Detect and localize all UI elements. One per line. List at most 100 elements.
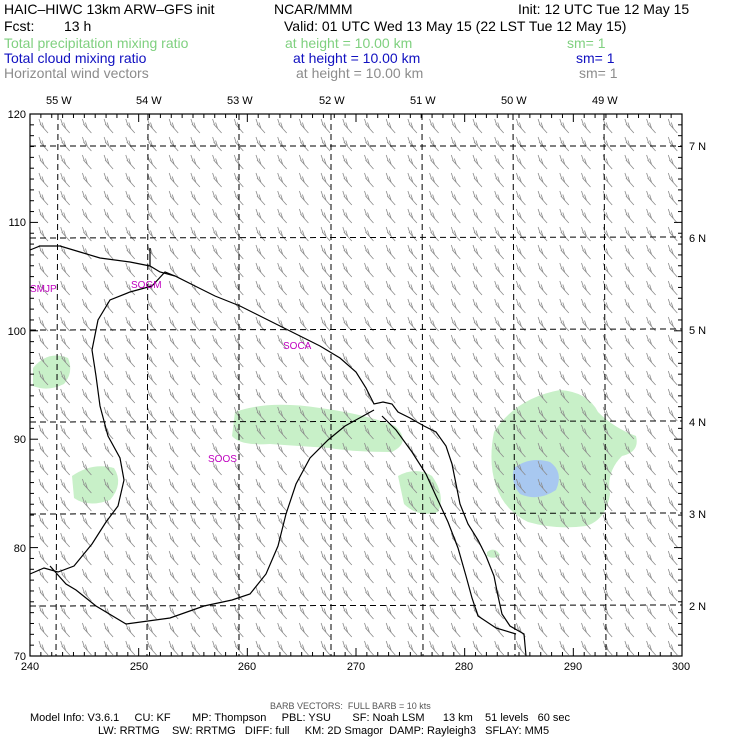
- wind-barb: [255, 406, 266, 422]
- wind-barb: [190, 568, 201, 584]
- coastline: [29, 245, 527, 657]
- wind-barb: [320, 604, 331, 620]
- coastline-borders: [29, 245, 527, 657]
- wind-barb: [125, 334, 136, 350]
- wind-barb: [190, 352, 201, 368]
- wind-barb: [320, 190, 331, 206]
- wind-barb: [450, 262, 461, 278]
- wind-barb: [429, 298, 439, 314]
- wind-barb: [82, 424, 92, 440]
- wind-barb: [364, 244, 374, 260]
- wind-barb: [60, 550, 70, 566]
- parallel-3n: [29, 512, 683, 515]
- wind-barb: [125, 442, 136, 458]
- wind-barb: [60, 568, 70, 584]
- wind-barb: [667, 586, 678, 602]
- wind-barb: [38, 478, 49, 494]
- wind-barb: [494, 388, 504, 404]
- wind-barb: [559, 424, 570, 440]
- wind-barb: [646, 352, 656, 368]
- wind-barb: [82, 118, 92, 134]
- wind-barb: [299, 406, 309, 422]
- wind-barb: [212, 244, 222, 260]
- wind-barb: [537, 118, 548, 134]
- wind-barb: [60, 640, 70, 656]
- field-sm-wind: sm= 1: [579, 65, 618, 81]
- wind-barb: [667, 388, 678, 404]
- wind-barb: [516, 352, 526, 368]
- wind-barb: [212, 154, 222, 170]
- wind-barb: [646, 442, 656, 458]
- wind-barb: [255, 172, 266, 188]
- wind-barb: [125, 154, 136, 170]
- wind-barb: [364, 442, 374, 458]
- wind-barb: [103, 532, 114, 548]
- wind-barb: [82, 190, 92, 206]
- wind-barb: [168, 280, 179, 296]
- wind-barb: [38, 244, 49, 260]
- wind-barb: [646, 226, 656, 242]
- lon-label-53w: 53 W: [227, 95, 253, 107]
- wind-barb: [255, 244, 266, 260]
- wind-barb: [537, 550, 548, 566]
- wind-barb: [320, 622, 331, 638]
- wind-barb: [190, 514, 201, 530]
- wind-barb: [299, 118, 309, 134]
- wind-barb: [537, 172, 548, 188]
- field-name-precip: Total precipitation mixing ratio: [4, 35, 189, 51]
- wind-barb: [624, 640, 635, 656]
- wind-barb: [82, 280, 92, 296]
- wind-barb: [429, 496, 439, 512]
- wind-barb: [38, 532, 49, 548]
- wind-barb: [60, 442, 70, 458]
- wind-barb: [103, 370, 114, 386]
- wind-barb: [190, 190, 201, 206]
- wind-barb: [103, 136, 114, 152]
- wind-barb: [516, 280, 526, 296]
- field-level-wind: at height = 10.00 km: [296, 65, 424, 81]
- wind-barb: [299, 478, 309, 494]
- wind-barb: [299, 442, 309, 458]
- wind-barb: [429, 460, 439, 476]
- wind-barb: [667, 568, 678, 584]
- wind-barb: [320, 406, 331, 422]
- wind-barb: [516, 154, 526, 170]
- wind-barb: [494, 550, 504, 566]
- wind-barb: [342, 478, 353, 494]
- wind-barb: [407, 244, 418, 260]
- wind-barb: [559, 442, 570, 458]
- wind-barb: [407, 568, 418, 584]
- wind-barb: [602, 496, 613, 512]
- wind-barb: [646, 622, 656, 638]
- wind-barb: [60, 190, 70, 206]
- wind-barb: [103, 460, 114, 476]
- wind-barb: [624, 262, 635, 278]
- wind-barb: [82, 352, 92, 368]
- wind-barb: [472, 118, 483, 134]
- wind-barb: [494, 442, 504, 458]
- wind-barb: [364, 622, 374, 638]
- wind-barb: [82, 298, 92, 314]
- wind-barb: [667, 208, 678, 224]
- wind-barb: [667, 154, 678, 170]
- wind-barb: [147, 514, 157, 530]
- wind-barb: [60, 154, 70, 170]
- wind-barb: [255, 496, 266, 512]
- wind-barb: [516, 388, 526, 404]
- wind-barb: [667, 190, 678, 206]
- wind-barb: [429, 172, 439, 188]
- wind-barb: [472, 604, 483, 620]
- wind-barb: [537, 586, 548, 602]
- wind-barb: [212, 262, 222, 278]
- wind-barb: [559, 460, 570, 476]
- grid-lines: [29, 113, 683, 657]
- wind-barb: [125, 514, 136, 530]
- wind-barb: [537, 136, 548, 152]
- wind-barb: [602, 514, 613, 530]
- wind-barb: [277, 514, 287, 530]
- wind-barb: [559, 478, 570, 494]
- wind-barb: [103, 442, 114, 458]
- wind-barb: [581, 496, 591, 512]
- wind-barb: [212, 352, 222, 368]
- wind-barb: [472, 640, 483, 656]
